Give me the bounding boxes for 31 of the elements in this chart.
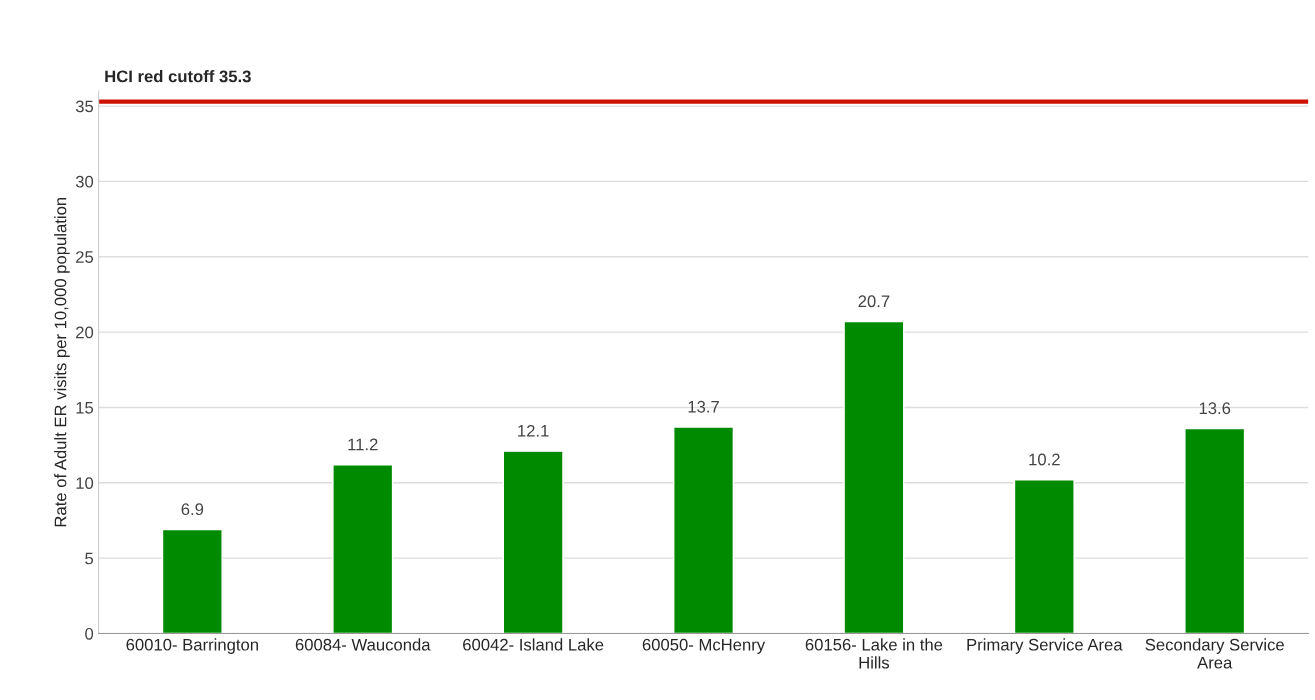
data-label: 13.7 — [688, 400, 719, 413]
bar — [332, 464, 394, 634]
y-tick-label: 35 — [75, 100, 94, 113]
y-tick-label: 10 — [76, 477, 94, 490]
x-tick-label: 60156- Lake in the Hills — [805, 638, 943, 669]
x-tick-label: 60010- Barrington — [126, 638, 258, 654]
bar — [502, 450, 564, 634]
data-label: 12.1 — [518, 424, 549, 437]
ref-line-label: HCI red cutoff 35.3 — [105, 70, 251, 83]
bar — [843, 320, 905, 634]
x-tick-label: Secondary Service Area — [1145, 638, 1284, 669]
data-label: 6.9 — [181, 503, 204, 516]
bar — [1184, 427, 1246, 634]
y-tick-label: 0 — [85, 627, 94, 640]
y-tick-label: 15 — [76, 402, 94, 414]
y-tick-label: 20 — [76, 326, 94, 339]
data-label: 13.6 — [1199, 402, 1231, 415]
bar — [161, 528, 223, 634]
data-label: 11.2 — [348, 438, 378, 451]
x-tick-label: 60050- McHenry — [642, 638, 766, 654]
y-axis-title: Rate of Adult ER visits per 10,000 population — [54, 197, 70, 527]
bar — [1013, 479, 1075, 634]
x-tick-label: Primary Service Area — [967, 638, 1123, 654]
y-tick-label: 5 — [85, 552, 94, 565]
x-tick-label: 60084- Wauconda — [295, 638, 431, 651]
y-tick-label: 25 — [76, 251, 94, 263]
data-label: 10.2 — [1029, 453, 1060, 466]
x-tick-label: 60042- Island Lake — [463, 638, 604, 651]
y-tick-label: 30 — [75, 175, 94, 188]
data-label: 20.7 — [858, 295, 890, 308]
bar — [673, 426, 735, 634]
